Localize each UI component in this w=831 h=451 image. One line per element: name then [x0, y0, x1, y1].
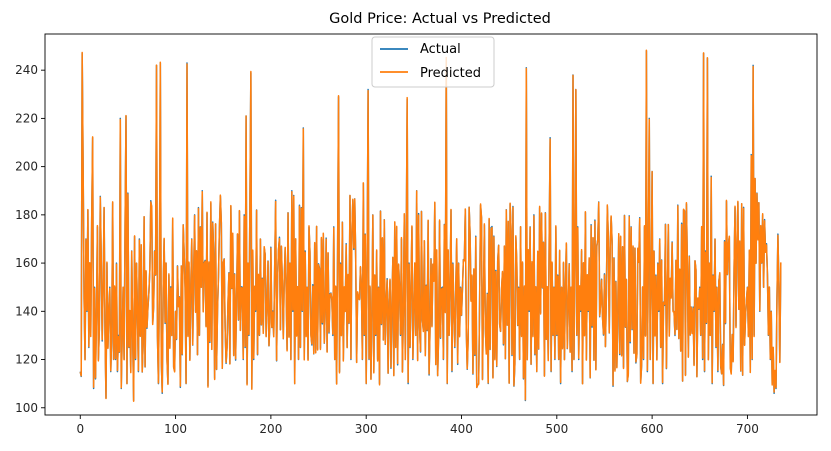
chart-title: Gold Price: Actual vs Predicted	[329, 11, 551, 27]
axes-frame	[44, 33, 818, 416]
y-tick-label: 120	[15, 353, 38, 367]
x-tick-label: 400	[450, 422, 473, 436]
x-tick-label: 200	[259, 422, 282, 436]
y-tick-label: 100	[15, 401, 38, 415]
y-tick-label: 160	[15, 256, 38, 270]
legend-label-predicted: Predicted	[420, 66, 481, 81]
axes: 0 100 200 300 400 500 600 700 100 120 140 160 180 200…	[15, 33, 818, 436]
series-layer	[79, 49, 782, 403]
y-tick-label: 240	[15, 63, 38, 77]
y-tick-label: 200	[15, 160, 38, 174]
y-tick-label: 180	[15, 208, 38, 222]
x-tick-label: 700	[736, 422, 759, 436]
x-tick-label: 600	[641, 422, 664, 436]
x-tick-label: 0	[76, 422, 84, 436]
legend-label-actual: Actual	[420, 42, 461, 57]
legend: Actual Predicted	[371, 36, 495, 88]
x-tick-label: 500	[545, 422, 568, 436]
y-tick-label: 140	[15, 304, 38, 318]
series-line-predicted	[79, 49, 782, 403]
x-tick-label: 100	[164, 422, 187, 436]
x-tick-label: 300	[355, 422, 378, 436]
y-tick-label: 220	[15, 111, 38, 125]
